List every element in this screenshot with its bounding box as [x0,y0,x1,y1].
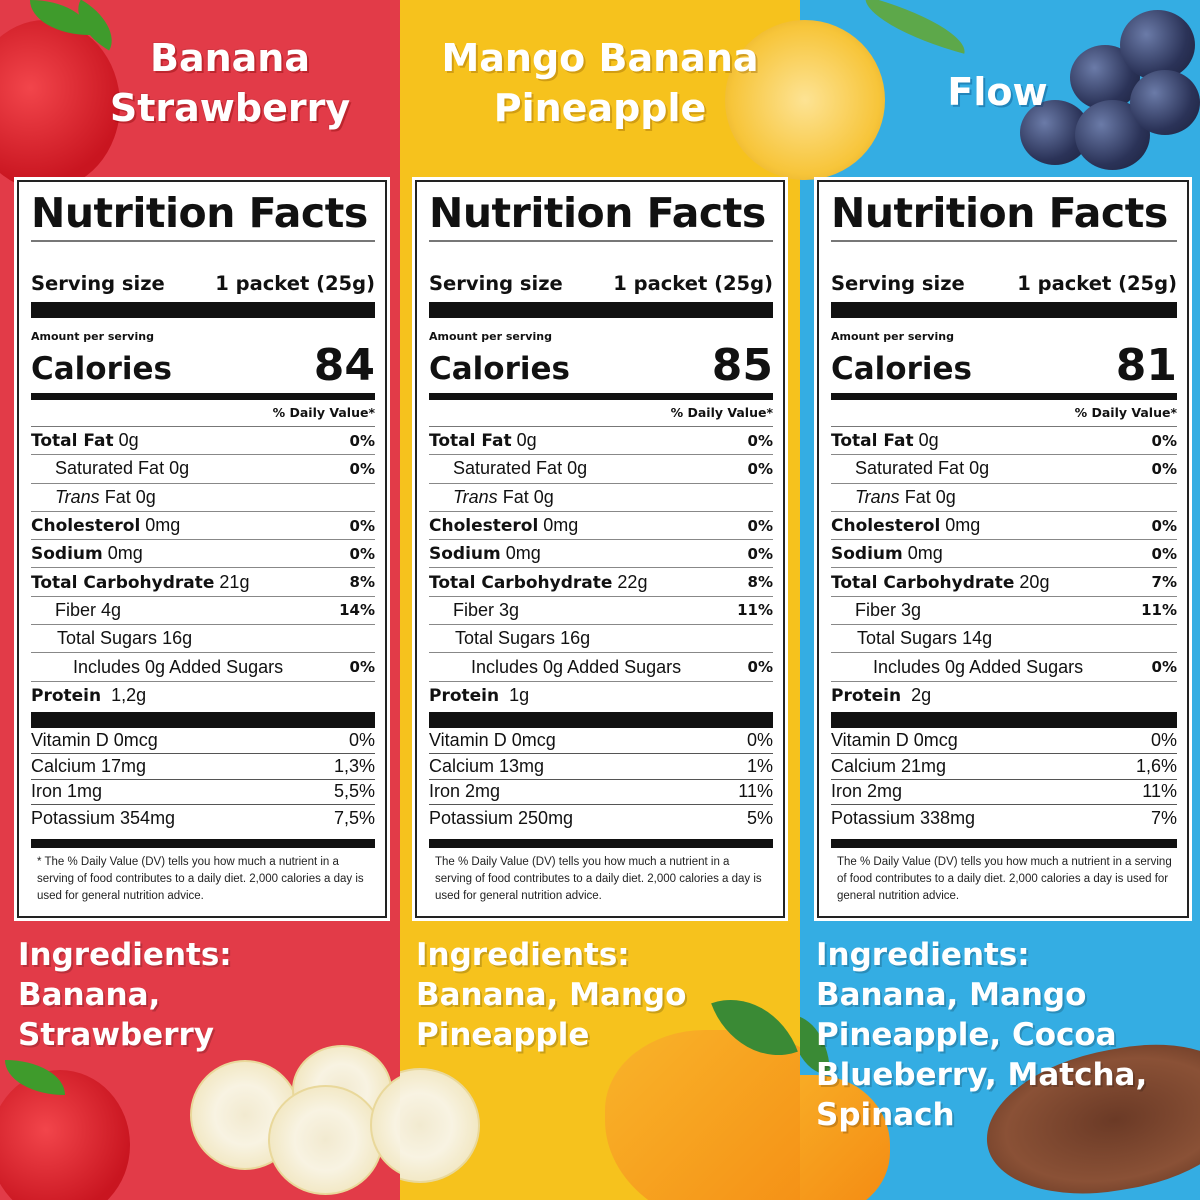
serving-size-value: 1 packet (25g) [1017,272,1177,295]
daily-value-footnote: The % Daily Value (DV) tells you how muc… [435,856,762,903]
daily-value-footnote: The % Daily Value (DV) tells you how muc… [837,856,1172,903]
nutrient-row-saturated-fat: Saturated Fat 0g 0% [831,455,1177,484]
divider [831,711,1177,728]
nutrient-row-trans-fat: Trans Fat 0g [429,484,773,512]
nutrient-row-protein: Protein 2g [831,685,932,707]
nutrient-row-total-fat: Total Fat 0g 0% [31,427,375,456]
panel-banana-strawberry: Banana Strawberry Nutrition Facts Servin… [0,0,400,1200]
pineapple-slice-image [800,20,885,180]
nutrition-facts-heading: Nutrition Facts [429,188,773,242]
divider [31,839,375,849]
nutrient-row-total-sugars: Total Sugars 16g [429,625,773,654]
nutrient-row-total-carbohydrate: Total Carbohydrate 22g 8% [429,568,773,597]
panel-flow: Flow Nutrition Facts Serving size 1 pack… [800,0,1200,1200]
calories-value: 81 [1115,340,1177,391]
panel-mango-banana-pineapple: Mango Banana Pineapple Nutrition Facts S… [400,0,800,1200]
vitamin-row: Iron 2mg 11% [831,780,1177,806]
divider [831,393,1177,400]
vitamin-row: Iron 2mg 11% [429,780,773,806]
nutrient-row-saturated-fat: Saturated Fat 0g 0% [31,455,375,484]
calories-value: 84 [313,340,375,391]
vitamin-row: Potassium 338mg 7% [831,807,1177,828]
vitamin-row: Potassium 250mg 5% [429,807,773,828]
blueberry-image [1130,70,1200,135]
serving-size-row: Serving size 1 packet (25g) [831,272,1177,295]
vitamin-row: Vitamin D 0mcg 0% [31,728,375,754]
divider [31,711,375,728]
divider [429,711,773,728]
nutrition-label: Nutrition Facts Serving size 1 packet (2… [17,180,387,918]
divider [429,302,773,318]
product-title: Banana Strawberry [109,36,351,130]
calories-row: Calories 84 [31,340,375,391]
daily-value-footnote: * The % Daily Value (DV) tells you how m… [37,856,364,903]
divider [31,393,375,400]
pineapple-leaf-image [857,0,973,54]
ingredients-text: Ingredients: Banana, Mango Pineapple [416,937,687,1053]
divider [429,393,773,400]
nutrient-row-protein: Protein 1g [429,685,530,707]
serving-size-value: 1 packet (25g) [215,272,375,295]
nutrient-row-added-sugars: Includes 0g Added Sugars 0% [429,653,773,682]
divider [831,302,1177,318]
nutrient-row-cholesterol: Cholesterol 0mg 0% [31,512,375,541]
calories-value: 85 [711,340,773,391]
vitamin-row: Vitamin D 0mcg 0% [831,728,1177,754]
ingredients-text: Ingredients: Banana, Strawberry [18,937,232,1053]
daily-value-header: % Daily Value* [31,400,375,427]
calories-row: Calories 81 [831,340,1177,391]
nutrient-row-saturated-fat: Saturated Fat 0g 0% [429,455,773,484]
serving-size-row: Serving size 1 packet (25g) [31,272,375,295]
nutrition-label: Nutrition Facts Serving size 1 packet (2… [817,180,1189,918]
nutrient-row-sodium: Sodium 0mg 0% [831,540,1177,569]
nutrient-row-total-sugars: Total Sugars 14g [831,625,1177,654]
calories-row: Calories 85 [429,340,773,391]
daily-value-header: % Daily Value* [831,400,1177,427]
nutrient-row-total-fat: Total Fat 0g 0% [429,427,773,456]
nutrition-facts-heading: Nutrition Facts [31,188,375,242]
vitamin-row: Potassium 354mg 7,5% [31,807,375,828]
nutrient-row-fiber: Fiber 4g 14% [31,597,375,626]
product-title: Flow [947,70,1048,114]
nutrition-label: Nutrition Facts Serving size 1 packet (2… [415,180,785,918]
strawberry-image [0,20,120,190]
nutrient-row-total-carbohydrate: Total Carbohydrate 20g 7% [831,568,1177,597]
serving-size-value: 1 packet (25g) [613,272,773,295]
nutrient-row-sodium: Sodium 0mg 0% [31,540,375,569]
nutrient-row-sodium: Sodium 0mg 0% [429,540,773,569]
daily-value-header: % Daily Value* [429,400,773,427]
mango-image [605,1030,800,1200]
divider [429,839,773,849]
vitamin-row: Vitamin D 0mcg 0% [429,728,773,754]
nutrient-row-total-sugars: Total Sugars 16g [31,625,375,654]
nutrient-row-added-sugars: Includes 0g Added Sugars 0% [831,653,1177,682]
nutrient-row-fiber: Fiber 3g 11% [429,597,773,626]
nutrient-row-cholesterol: Cholesterol 0mg 0% [831,512,1177,541]
divider [31,302,375,318]
banana-slice-image [268,1085,383,1195]
ingredients-text: Ingredients: Banana, Mango Pineapple, Co… [816,937,1148,1133]
banana-slice-image [400,1068,480,1183]
serving-size-row: Serving size 1 packet (25g) [429,272,773,295]
nutrition-facts-heading: Nutrition Facts [831,188,1177,242]
nutrient-row-cholesterol: Cholesterol 0mg 0% [429,512,773,541]
vitamin-row: Calcium 13mg 1% [429,754,773,780]
nutrient-row-total-carbohydrate: Total Carbohydrate 21g 8% [31,568,375,597]
nutrient-row-total-fat: Total Fat 0g 0% [831,427,1177,456]
blueberry-image [1120,10,1195,80]
divider [831,839,1177,849]
vitamin-row: Iron 1mg 5,5% [31,780,375,806]
vitamin-row: Calcium 21mg 1,6% [831,754,1177,780]
product-title: Mango Banana Pineapple [441,36,759,130]
nutrient-row-trans-fat: Trans Fat 0g [31,484,375,512]
nutrient-row-trans-fat: Trans Fat 0g [831,484,1177,512]
strawberry-image [0,1070,130,1200]
nutrient-row-fiber: Fiber 3g 11% [831,597,1177,626]
nutrient-row-added-sugars: Includes 0g Added Sugars 0% [31,653,375,682]
nutrient-row-protein: Protein 1,2g [31,685,147,707]
vitamin-row: Calcium 17mg 1,3% [31,754,375,780]
